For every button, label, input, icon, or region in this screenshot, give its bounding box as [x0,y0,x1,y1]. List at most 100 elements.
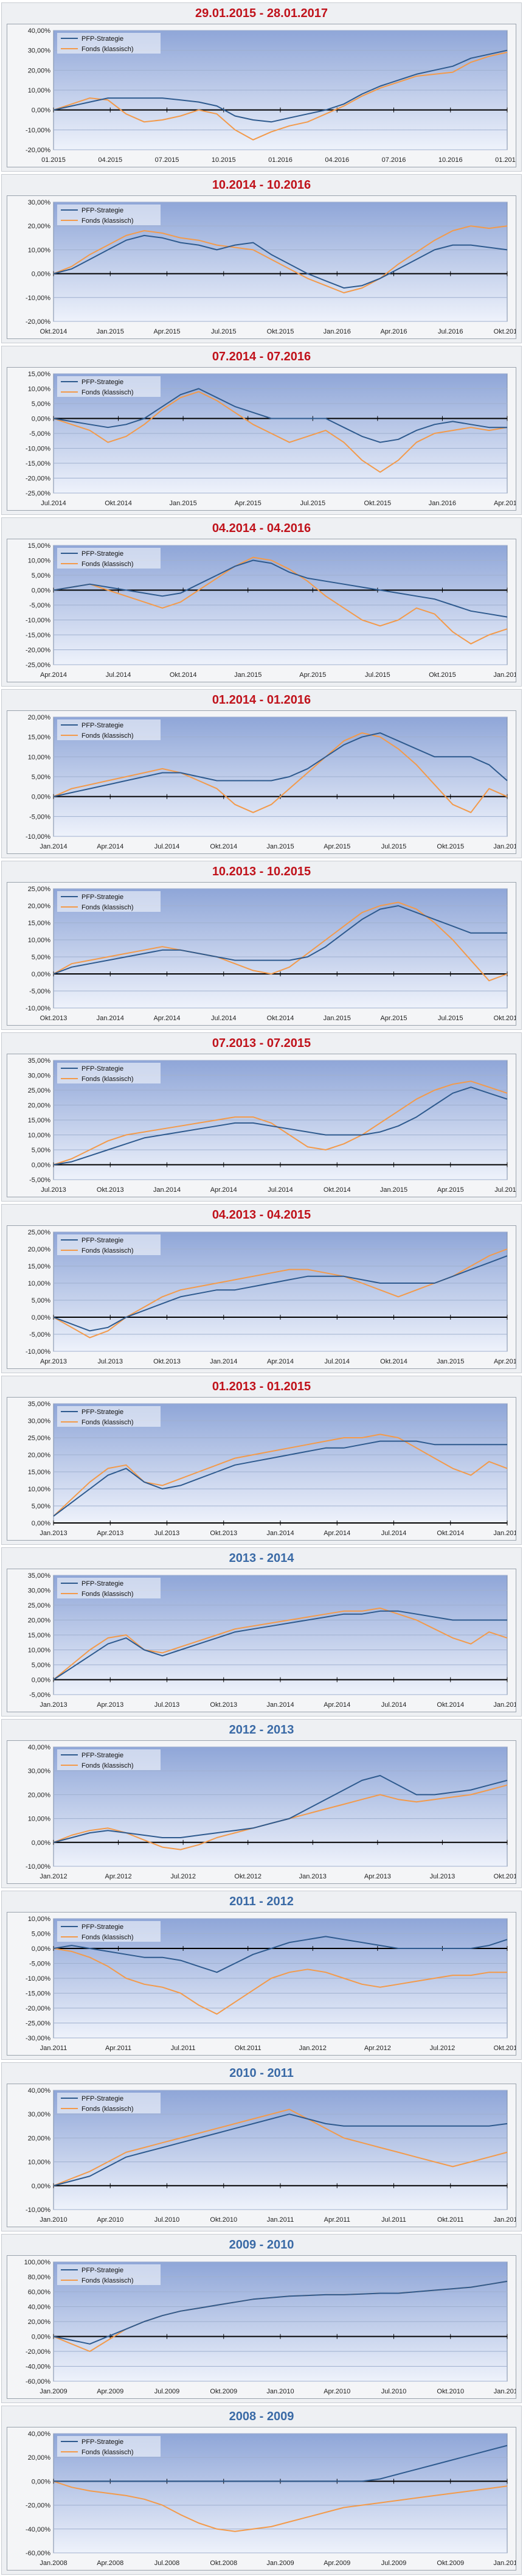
x-tick-label: 01.2015 [41,156,66,164]
x-tick-label: Jan.2016 [429,500,456,507]
x-tick-label: Jan.2015 [324,1015,351,1022]
y-tick-label: -20,00% [26,647,50,654]
x-tick-label: Jul.2014 [268,1186,293,1194]
y-tick-label: 0,00% [32,971,50,978]
series-line-strategy [53,559,508,618]
y-tick-label: 30,00% [28,1073,51,1080]
legend-label-strategy: PFP-Strategie [81,550,123,558]
x-tick-label: Jan.2015 [493,1701,516,1709]
x-tick-label: Jul.2008 [154,2560,180,2567]
x-tick-label: Okt.2014 [437,1530,464,1537]
x-tick-label: Jan.2010 [40,2216,67,2224]
legend: PFP-Strategie Fonds (klassisch) [57,2093,161,2113]
y-tick-label: 20,00% [28,1452,51,1459]
legend-label-strategy: PFP-Strategie [81,379,123,386]
y-tick-label: 20,00% [28,223,51,230]
y-tick-label: 25,00% [28,1229,51,1236]
y-tick-label: 5,00% [32,1297,50,1304]
legend-label-fund: Fonds (klassisch) [81,1762,134,1769]
y-tick-label: -5,00% [29,1692,50,1699]
y-tick-label: -5,00% [29,1961,50,1968]
x-tick-label: Jan.2013 [299,1873,327,1880]
y-tick-label: 10,00% [28,937,51,944]
x-tick-label: Jul.2013 [430,1873,455,1880]
y-tick-label: 20,00% [28,1617,51,1625]
chart-panel: 2008 - 2009 40,00% 20,00% 0,00% -20,00% -40,0… [1,2406,522,2575]
x-tick-label: Apr.2009 [324,2560,350,2567]
x-tick-label: Apr.2016 [494,500,516,507]
x-tick-label: Jan.2008 [40,2560,67,2567]
y-tick-label: 40,00% [28,2431,51,2438]
x-tick-label: Jan.2015 [380,1186,407,1194]
legend-label-strategy: PFP-Strategie [81,2095,123,2102]
x-tick-label: Apr.2015 [299,671,326,679]
legend-label-fund: Fonds (klassisch) [81,1934,134,1941]
series-line-fund [53,1080,508,1166]
y-tick-label: 0,00% [32,1839,50,1847]
y-tick-label: 35,00% [28,1401,51,1408]
legend-box [57,1578,161,1598]
x-tick-label: Apr.2014 [40,671,67,679]
x-tick-label: Okt.2014 [267,1015,294,1022]
chart-panel: 2012 - 2013 40,00% 30,00% 20,00% 10,00% 0,00%… [1,1719,522,1888]
y-tick-label: 30,00% [28,199,51,206]
legend-box [57,1921,161,1942]
y-tick-label: 20,00% [28,67,51,74]
legend: PFP-Strategie Fonds (klassisch) [57,719,161,740]
legend-box [57,2093,161,2113]
x-tick-label: 10.2016 [438,156,463,164]
line-chart: 30,00% 20,00% 10,00% 0,00% -10,00% -20,00% Okt… [26,199,521,335]
y-tick-label: -15,00% [26,460,50,467]
line-chart: 35,00% 30,00% 25,00% 20,00% 15,00% 10,00% 5,00… [28,1057,520,1194]
series-line-fund [53,1948,507,2015]
x-tick-label: Okt.2014 [40,328,68,335]
y-tick-label: 10,00% [28,1647,51,1654]
y-tick-label: 20,00% [28,2319,51,2326]
x-tick-label: Jul.2014 [211,1015,237,1022]
y-tick-label: 10,00% [28,386,51,393]
x-tick-label: Jan.2015 [493,1530,516,1537]
chart-panel: 01.2014 - 01.2016 20,00% 15,00% 10,00% 5,00%… [1,689,522,858]
x-tick-label: Jul.2012 [430,2045,455,2052]
chart-area: 25,00% 20,00% 15,00% 10,00% 5,00% 0,00% -5,00%… [7,1225,521,1369]
y-tick-label: 40,00% [28,2087,51,2095]
series-line-strategy [53,1255,508,1332]
legend: PFP-Strategie Fonds (klassisch) [57,1578,161,1598]
legend-label-fund: Fonds (klassisch) [81,1076,134,1083]
x-tick-label: 04.2015 [98,156,122,164]
legend: PFP-Strategie Fonds (klassisch) [57,548,161,569]
x-tick-label: Jan.2016 [493,843,516,850]
chart-title: 2010 - 2011 [229,2067,294,2080]
x-tick-label: 04.2016 [325,156,349,164]
chart-area: 40,00% 20,00% 0,00% -20,00% -40,00% -60,00% Ja… [7,2427,521,2571]
x-tick-label: Apr.2010 [324,2388,350,2395]
chart-area: 40,00% 30,00% 20,00% 10,00% 0,00% -10,00% Jan.… [7,2084,521,2227]
x-tick-label: Apr.2015 [235,500,262,507]
chart-title: 04.2014 - 04.2016 [212,522,311,535]
x-tick-label: 10.2015 [212,156,236,164]
y-tick-label: 30,00% [28,47,51,55]
x-tick-label: Okt.2014 [170,671,197,679]
x-tick-label: Jul.2014 [381,1530,407,1537]
legend-box [57,1406,161,1427]
y-tick-label: 15,00% [28,1117,51,1124]
legend-label-fund: Fonds (klassisch) [81,2105,134,2113]
series-line-fund [53,225,508,293]
x-tick-label: Jan.2014 [40,843,67,850]
y-tick-label: -5,00% [29,1177,50,1184]
series-line-strategy [53,49,508,123]
y-tick-label: -10,00% [26,617,50,625]
y-tick-label: -10,00% [26,2207,50,2214]
series-line-fund [53,732,508,813]
legend: PFP-Strategie Fonds (klassisch) [57,205,161,225]
y-tick-label: 20,00% [28,903,51,910]
x-tick-label: Okt.2013 [210,1701,237,1709]
x-tick-label: Jan.2015 [97,328,124,335]
y-tick-label: 20,00% [28,2135,51,2142]
x-tick-label: Jan.2014 [153,1186,181,1194]
y-tick-label: 5,00% [32,1662,50,1669]
x-tick-label: Jan.2016 [493,671,516,679]
x-tick-label: Jan.2009 [40,2388,67,2395]
y-tick-label: 5,00% [32,1503,50,1510]
y-tick-label: 60,00% [28,2289,51,2296]
